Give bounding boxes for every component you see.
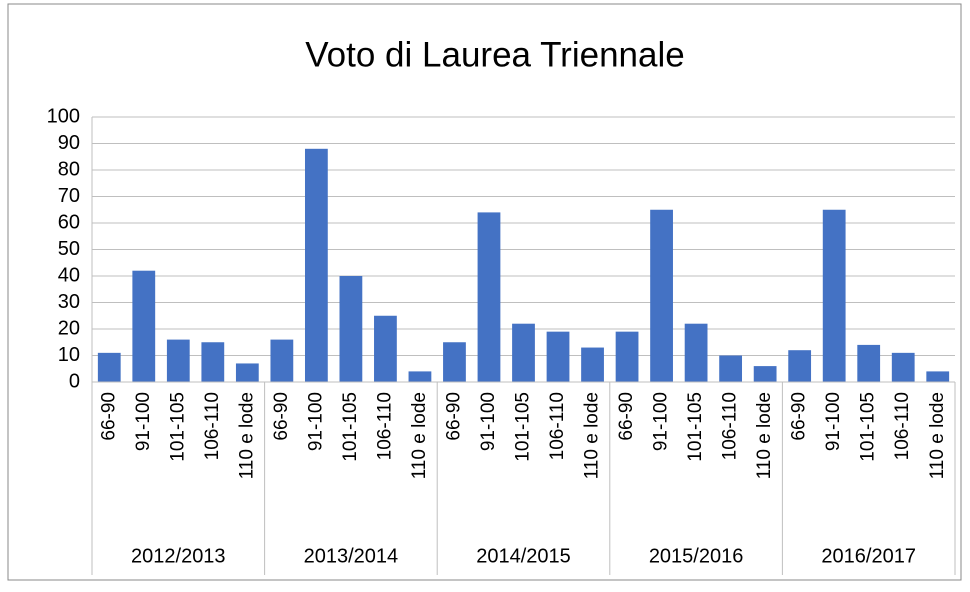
x-tick-label: 106-110 xyxy=(547,392,568,460)
y-tick-label: 30 xyxy=(58,291,80,313)
x-tick-label: 66-90 xyxy=(443,392,464,441)
bar xyxy=(788,350,812,382)
x-tick-label: 91-100 xyxy=(305,392,326,451)
bar xyxy=(546,331,570,382)
y-tick-label: 60 xyxy=(58,211,80,233)
x-tick-label: 66-90 xyxy=(271,392,292,441)
x-tick-label: 101-105 xyxy=(167,392,188,462)
y-tick-label: 50 xyxy=(58,238,80,260)
bar xyxy=(822,209,846,382)
bar xyxy=(235,363,259,382)
bar xyxy=(304,148,328,382)
x-tick-label: 101-105 xyxy=(513,392,534,462)
x-tick-label: 106-110 xyxy=(374,392,395,460)
x-tick-label: 110 e lode xyxy=(927,392,948,479)
bar xyxy=(443,342,466,382)
group-label: 2013/2014 xyxy=(304,545,399,567)
bar xyxy=(132,270,156,382)
bar xyxy=(166,339,190,382)
x-tick-label: 91-100 xyxy=(133,392,154,451)
y-tick-label: 20 xyxy=(58,317,80,339)
x-tick-label: 101-105 xyxy=(340,392,361,462)
bar xyxy=(374,315,397,382)
x-tick-label: 91-100 xyxy=(478,392,499,451)
x-tick-label: 66-90 xyxy=(616,392,637,441)
bar xyxy=(339,276,363,382)
bar xyxy=(753,366,777,382)
y-tick-label: 70 xyxy=(58,185,80,207)
y-tick-label: 100 xyxy=(47,105,80,127)
bar xyxy=(581,347,604,382)
x-tick-label: 101-105 xyxy=(858,392,879,462)
y-tick-label: 90 xyxy=(58,132,80,154)
bar xyxy=(650,209,673,382)
x-tick-label: 110 e lode xyxy=(582,392,603,479)
y-tick-label: 40 xyxy=(58,264,80,286)
x-tick-label: 110 e lode xyxy=(236,392,257,479)
x-tick-label: 106-110 xyxy=(202,392,223,460)
group-label: 2016/2017 xyxy=(821,545,916,567)
x-tick-label: 110 e lode xyxy=(409,392,430,479)
bar xyxy=(408,371,432,382)
bar xyxy=(684,323,708,382)
bar xyxy=(270,339,294,382)
y-tick-label: 0 xyxy=(69,370,80,392)
bar xyxy=(719,355,743,382)
bar xyxy=(615,331,639,382)
group-label: 2012/2013 xyxy=(131,545,226,567)
x-tick-label: 91-100 xyxy=(651,392,672,451)
bar xyxy=(512,323,535,382)
x-tick-label: 110 e lode xyxy=(754,392,775,479)
bar xyxy=(891,352,915,382)
x-tick-label: 101-105 xyxy=(685,392,706,462)
x-tick-label: 91-100 xyxy=(823,392,844,451)
y-tick-label: 10 xyxy=(58,344,80,366)
bar xyxy=(477,212,501,382)
x-tick-label: 66-90 xyxy=(98,392,119,441)
x-tick-label: 106-110 xyxy=(892,392,913,460)
x-tick-label: 66-90 xyxy=(789,392,810,441)
chart-title: Voto di Laurea Triennale xyxy=(305,35,684,74)
x-tick-label: 106-110 xyxy=(720,392,741,460)
group-label: 2014/2015 xyxy=(476,545,571,567)
y-tick-label: 80 xyxy=(58,158,80,180)
bar xyxy=(97,352,121,382)
bar xyxy=(926,371,950,382)
group-label: 2015/2016 xyxy=(649,545,744,567)
bar xyxy=(201,342,225,382)
bar xyxy=(857,344,881,382)
